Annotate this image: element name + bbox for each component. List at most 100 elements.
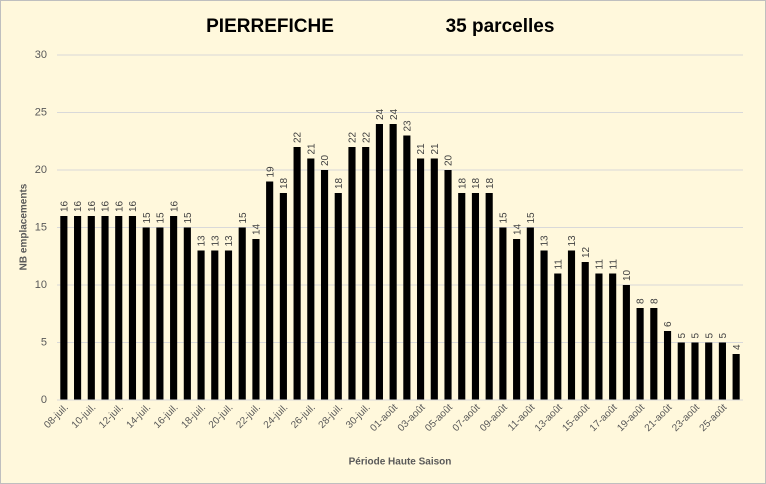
bar xyxy=(60,216,68,400)
chart-title: PIERREFICHE xyxy=(206,16,334,37)
value-label: 12 xyxy=(581,246,592,258)
bar xyxy=(609,273,617,400)
value-label: 5 xyxy=(704,333,715,339)
bar xyxy=(636,308,644,400)
bar xyxy=(417,158,425,400)
bar xyxy=(87,216,95,400)
bar xyxy=(183,227,191,400)
bar xyxy=(389,124,397,400)
bar xyxy=(156,227,164,400)
value-label: 16 xyxy=(114,200,125,212)
value-label: 13 xyxy=(567,235,578,247)
value-label: 11 xyxy=(595,259,606,270)
y-tick-label: 30 xyxy=(35,49,47,61)
value-label: 18 xyxy=(485,177,496,189)
bar xyxy=(128,216,137,400)
bar xyxy=(211,250,219,400)
value-label: 24 xyxy=(375,108,386,120)
value-label: 20 xyxy=(444,154,455,166)
value-label: 19 xyxy=(265,166,276,178)
bar xyxy=(691,342,699,400)
bar xyxy=(513,239,521,400)
value-label: 16 xyxy=(60,200,71,212)
bar xyxy=(142,227,150,400)
bar xyxy=(307,158,315,400)
y-tick-label: 0 xyxy=(41,394,47,406)
bar xyxy=(224,250,233,400)
value-label: 13 xyxy=(210,235,221,247)
value-label: 23 xyxy=(403,120,414,132)
value-label: 20 xyxy=(320,154,331,166)
bar xyxy=(266,181,274,400)
bar xyxy=(595,273,603,400)
bar xyxy=(362,147,370,400)
value-label: 22 xyxy=(348,131,359,143)
value-label: 18 xyxy=(334,177,345,189)
value-label: 21 xyxy=(306,143,317,155)
value-label: 14 xyxy=(512,223,523,235)
bar xyxy=(444,170,452,400)
value-label: 18 xyxy=(279,177,290,189)
value-label: 8 xyxy=(649,298,660,304)
bar xyxy=(732,354,740,400)
bar xyxy=(540,250,548,400)
value-label: 11 xyxy=(553,259,564,270)
bar xyxy=(581,262,589,400)
bar xyxy=(320,170,329,400)
bar xyxy=(197,250,205,400)
value-label: 24 xyxy=(389,108,400,120)
bar xyxy=(526,227,534,400)
value-label: 21 xyxy=(416,143,427,155)
bar xyxy=(279,193,287,400)
value-label: 15 xyxy=(156,212,167,224)
bar xyxy=(74,216,82,400)
y-tick-label: 20 xyxy=(35,164,47,176)
value-label: 16 xyxy=(128,200,139,212)
bar xyxy=(554,273,562,400)
bar xyxy=(348,147,356,400)
chart-subtitle: 35 parcelles xyxy=(446,16,555,37)
bar xyxy=(663,331,672,400)
bar xyxy=(458,193,466,400)
bar xyxy=(375,124,383,400)
bar xyxy=(430,158,438,400)
value-label: 21 xyxy=(430,143,441,155)
value-label: 22 xyxy=(293,131,304,143)
value-label: 16 xyxy=(73,200,84,212)
value-label: 5 xyxy=(677,333,688,339)
value-label: 6 xyxy=(663,321,674,327)
bar xyxy=(718,342,726,400)
bar xyxy=(334,193,342,400)
value-label: 13 xyxy=(224,235,235,247)
value-label: 10 xyxy=(622,269,633,281)
value-label: 16 xyxy=(101,200,112,212)
bar xyxy=(101,216,109,400)
y-axis-label: NB emplacements xyxy=(19,183,30,270)
value-label: 14 xyxy=(252,223,263,235)
bar xyxy=(705,342,713,400)
value-label: 16 xyxy=(169,200,180,212)
value-label: 13 xyxy=(540,235,551,247)
bar xyxy=(622,285,630,400)
value-label: 15 xyxy=(142,212,153,224)
bar xyxy=(252,239,260,400)
value-label: 18 xyxy=(471,177,482,189)
value-label: 15 xyxy=(499,212,510,224)
y-tick-label: 10 xyxy=(35,279,47,291)
value-label: 15 xyxy=(183,212,194,224)
bar xyxy=(471,193,480,400)
value-label: 4 xyxy=(732,344,743,350)
y-tick-label: 25 xyxy=(35,106,47,118)
value-label: 22 xyxy=(361,131,372,143)
bar xyxy=(403,135,411,400)
bar xyxy=(650,308,658,400)
bar xyxy=(293,147,301,400)
value-label: 15 xyxy=(238,212,249,224)
bar xyxy=(499,227,507,400)
bar xyxy=(115,216,123,400)
bar xyxy=(485,193,493,400)
value-label: 8 xyxy=(636,298,647,304)
value-label: 16 xyxy=(87,200,98,212)
